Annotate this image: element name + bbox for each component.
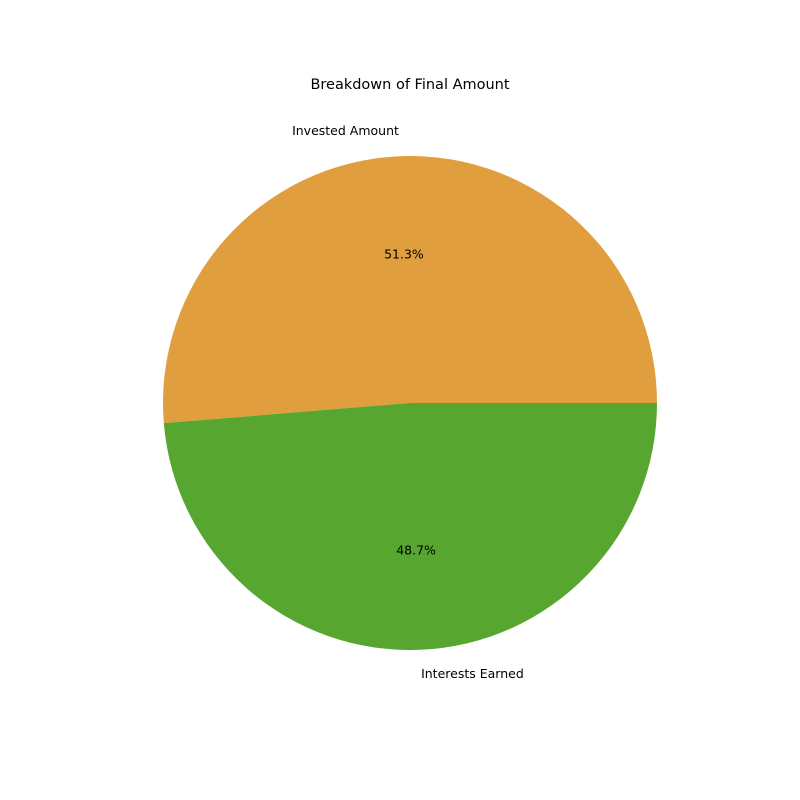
slice-label-1: Invested Amount	[292, 123, 399, 138]
pie-labels: Invested Amount 51.3% Interests Earned 48.7…	[292, 123, 524, 681]
slice-percentage-1: 51.3%	[384, 246, 424, 261]
pie-slice-1	[163, 156, 657, 424]
pie-slices	[163, 156, 657, 651]
slice-percentage-2: 48.7%	[396, 543, 436, 558]
pie-slice-2	[163, 403, 657, 651]
chart-title: Breakdown of Final Amount	[310, 77, 509, 93]
slice-label-2: Interests Earned	[421, 666, 524, 681]
